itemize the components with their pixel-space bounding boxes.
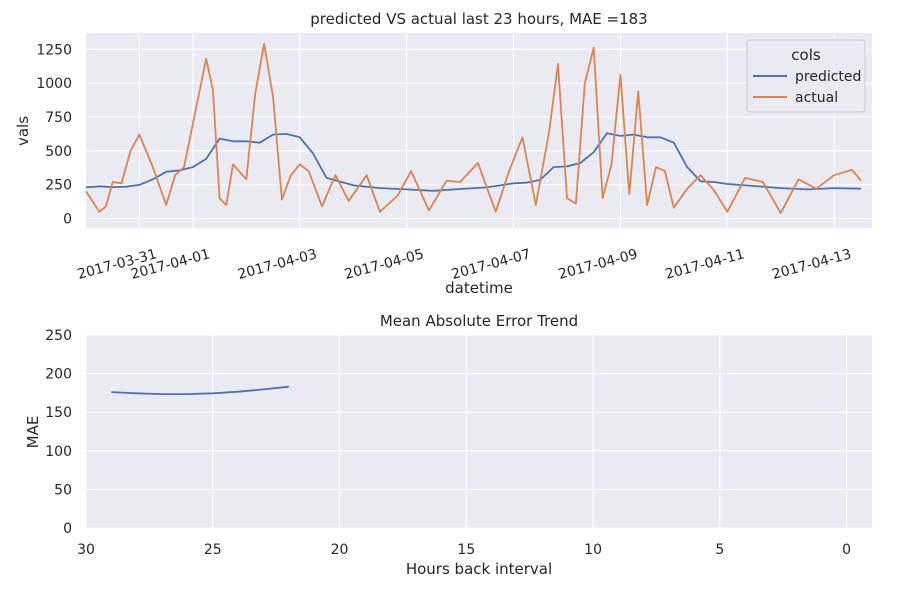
mae-x-tick-label: 30 xyxy=(77,542,95,558)
mae-plot-area xyxy=(86,335,872,528)
prediction-y-tick-label: 1000 xyxy=(36,76,72,92)
mae-y-tick-label: 50 xyxy=(54,482,72,498)
mae-y-axis-label: MAE xyxy=(24,416,42,449)
prediction-y-tick-label: 500 xyxy=(45,144,72,160)
prediction-chart-title: predicted VS actual last 23 hours, MAE =… xyxy=(310,10,647,28)
mae-y-tick-label: 250 xyxy=(45,328,72,344)
mae-y-ticks: 0 50 100 150 200 250 xyxy=(45,328,72,537)
legend-label-predicted: predicted xyxy=(795,69,861,85)
prediction-x-tick-label: 2017-04-07 xyxy=(450,246,533,283)
mae-x-tick-label: 5 xyxy=(715,542,724,558)
mae-x-tick-label: 0 xyxy=(842,542,851,558)
mae-chart-title: Mean Absolute Error Trend xyxy=(380,312,578,330)
legend-title: cols xyxy=(791,46,821,64)
mae-y-tick-label: 0 xyxy=(63,521,72,537)
prediction-y-tick-label: 0 xyxy=(63,212,72,228)
mae-x-tick-label: 20 xyxy=(331,542,349,558)
mae-x-tick-label: 15 xyxy=(457,542,475,558)
mae-y-tick-label: 100 xyxy=(45,444,72,460)
mae-y-tick-label: 200 xyxy=(45,367,72,383)
prediction-y-tick-label: 750 xyxy=(45,110,72,126)
prediction-x-tick-label: 2017-04-11 xyxy=(664,246,747,283)
mae-x-tick-label: 10 xyxy=(584,542,602,558)
prediction-plot-area xyxy=(86,33,872,228)
legend: cols predicted actual xyxy=(746,39,866,113)
series-line-predicted xyxy=(85,132,861,192)
mae-x-axis-label: Hours back interval xyxy=(406,560,552,578)
mae-gridlines xyxy=(85,334,872,529)
prediction-y-axis-label: vals xyxy=(14,116,32,146)
prediction-x-axis-label: datetime xyxy=(445,279,513,297)
mae-x-tick-label: 25 xyxy=(204,542,222,558)
legend-box xyxy=(746,39,866,113)
legend-label-actual: actual xyxy=(795,90,838,106)
series-line-actual xyxy=(85,42,862,215)
prediction-x-tick-label: 2017-04-05 xyxy=(343,246,426,283)
prediction-y-ticks: 0 250 500 750 1000 1250 xyxy=(36,42,72,227)
prediction-y-tick-label: 1250 xyxy=(36,42,72,58)
prediction-x-tick-label: 2017-04-03 xyxy=(236,246,319,283)
mae-trend-line xyxy=(111,385,289,396)
prediction-x-tick-label: 2017-04-13 xyxy=(770,246,853,283)
mae-series xyxy=(111,385,289,396)
prediction-y-tick-label: 250 xyxy=(45,178,72,194)
mae-x-ticks: 30 25 20 15 10 5 0 xyxy=(77,542,851,558)
mae-y-tick-label: 150 xyxy=(45,405,72,421)
prediction-series xyxy=(85,42,862,215)
prediction-x-tick-label: 2017-04-09 xyxy=(557,246,640,283)
